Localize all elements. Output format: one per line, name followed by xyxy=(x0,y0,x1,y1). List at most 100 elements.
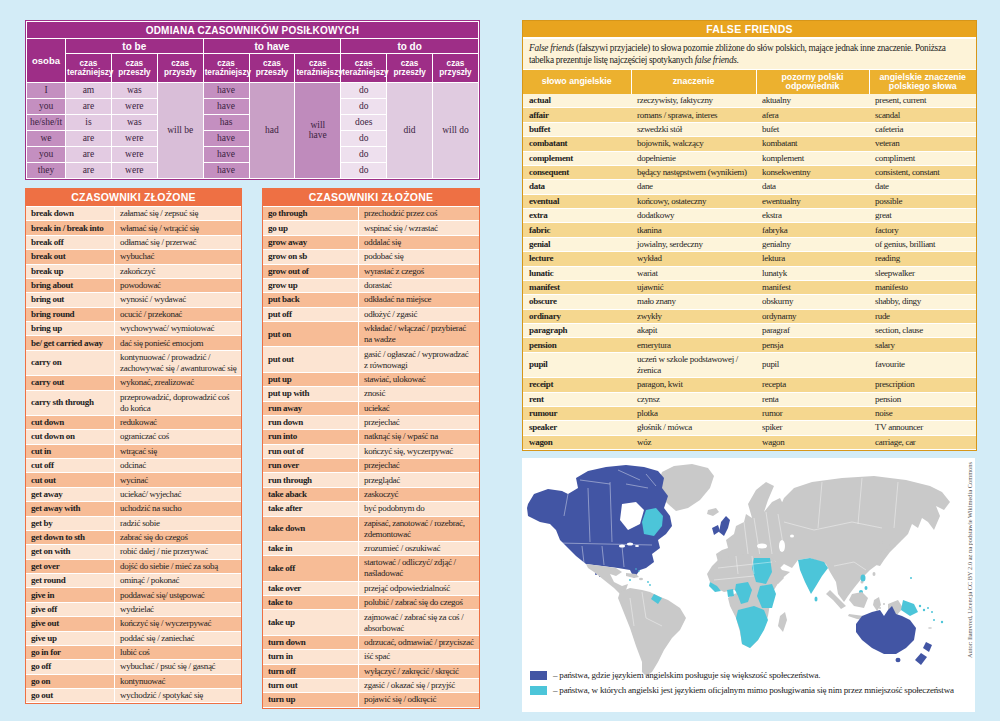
phrasal-verb: run down xyxy=(263,415,359,429)
verb-form-cell: have xyxy=(204,83,249,98)
phrasal-verb: get down to sth xyxy=(26,530,115,544)
ff-word: manifest xyxy=(523,280,631,294)
ff-word: ordinary xyxy=(523,309,631,323)
phrasal-row: run downprzejechać xyxy=(263,415,479,429)
ff-polish-lookalike: ordynarny xyxy=(756,309,869,323)
verb-group-header-to-do: to do xyxy=(341,39,478,53)
phrasal-row: put offodłożyć / zgasić xyxy=(263,307,479,321)
english-world-map-panel: – państwa, gdzie językiem angielskim pos… xyxy=(522,458,975,712)
phrasal-meaning: startować / odliczyć/ zdjąć / naśladować xyxy=(359,556,480,581)
false-friend-row: rentczynszrentapension xyxy=(523,392,976,406)
phrasal-row: put upstawiać, ulokować xyxy=(263,372,479,386)
phrasal-meaning: uciekać/ wyjechać xyxy=(115,487,242,501)
phrasal-verb: bring up xyxy=(26,322,115,336)
ff-polish-lookalike: kombatant xyxy=(756,137,869,151)
ff-meaning: dodatkowy xyxy=(631,209,756,223)
phrasal-meaning: wkładać / włączać / przybierać na wadze xyxy=(359,322,480,347)
verb-form-cell: have xyxy=(204,99,249,114)
ff-word: buffet xyxy=(523,122,631,136)
phrasal-verb: cut down on xyxy=(26,430,115,444)
intro-period: . xyxy=(737,55,739,65)
phrasal-meaning: odłamać się / przerwać xyxy=(115,235,242,249)
phrasal-verb: run out of xyxy=(263,444,359,458)
person-column-header: osoba xyxy=(27,39,65,82)
verb-form-cell: have xyxy=(204,147,249,162)
phrasal-meaning: wybuchać / psuć się / gasnąć xyxy=(115,660,242,674)
phrasal-verb: take down xyxy=(263,516,359,541)
ff-word: consequent xyxy=(523,165,631,179)
phrasal-row: bring outwynosić / wydawać xyxy=(26,293,241,307)
ff-word: obscure xyxy=(523,295,631,309)
phrasal-verb: bring round xyxy=(26,307,115,321)
ff-polish-lookalike: data xyxy=(756,180,869,194)
phrasal-meaning: przejąć odpowiedzialność xyxy=(359,581,480,595)
false-friend-row: pupiluczeń w szkole podstawowej / źrenic… xyxy=(523,352,976,377)
ff-word: complement xyxy=(523,151,631,165)
aux-table-title: ODMIANA CZASOWNIKÓW POSIŁKOWYCH xyxy=(27,22,478,38)
phrasal-row: put onwkładać / włączać / przybierać na … xyxy=(263,322,479,347)
verb-form-cell: will be xyxy=(158,83,203,178)
phrasal-row: give uppoddać się / zaniechać xyxy=(26,631,241,645)
phrasal-meaning: polubić / zabrać się do czegoś xyxy=(359,596,480,610)
false-friend-row: lunaticwariatlunatyksleepwalker xyxy=(523,266,976,280)
ff-polish-lookalike: komplement xyxy=(756,151,869,165)
phrasal-meaning: kontynuować / prowadzić / zachowywać się… xyxy=(115,350,242,375)
phrasal-verb: bring about xyxy=(26,278,115,292)
phrasal-row: take upzajmować / zabrać się za coś / ab… xyxy=(263,610,479,635)
ff-meaning: szwedzki stół xyxy=(631,122,756,136)
ff-english-of-polish: of genius, brilliant xyxy=(869,237,976,251)
ff-meaning: tkanina xyxy=(631,223,756,237)
ff-polish-lookalike: pupil xyxy=(756,352,869,377)
phrasal-meaning: ominąć / pokonać xyxy=(115,574,242,588)
ff-meaning: zwykły xyxy=(631,309,756,323)
phrasal-verb: bring out xyxy=(26,293,115,307)
phrasal-row: break upzakończyć xyxy=(26,264,241,278)
phrasal-verb: put up xyxy=(263,372,359,386)
phrasal-row: go outwychodzić / spotykać się xyxy=(26,689,241,703)
phrasal-meaning: wspinać się / wzrastać xyxy=(359,221,480,235)
false-friend-row: speakergłośnik / mówcaspikerTV announcer xyxy=(523,421,976,435)
ff-column-header: angielskie znaczenie polskiego słowa xyxy=(869,70,976,94)
verb-form-cell: he/she/it xyxy=(27,115,65,130)
phrasal-meaning: przeprowadzić, doprowadzić coś do końca xyxy=(115,390,242,415)
phrasal-row: grow on sbpodobać się xyxy=(263,250,479,264)
phrasal-verb: put on xyxy=(263,322,359,347)
phrasal-verb: turn out xyxy=(263,678,359,692)
verb-form-cell: was xyxy=(112,83,157,98)
ff-word: pupil xyxy=(523,352,631,377)
phrasal-verb: carry on xyxy=(26,350,115,375)
phrasal-meaning: zaskoczyć xyxy=(359,487,480,501)
phrasal-meaning: stawiać, ulokować xyxy=(359,372,480,386)
phrasal-meaning: wyrastać z czegoś xyxy=(359,264,480,278)
phrasal-row: take downzapisać, zanotować / rozebrać, … xyxy=(263,516,479,541)
phrasal-verb: take up xyxy=(263,610,359,635)
phrasal-row: bring roundocucić / przekonać xyxy=(26,307,241,321)
verb-form-cell: do xyxy=(341,147,386,162)
phrasal-row: cut down onograniczać coś xyxy=(26,430,241,444)
phrasal-row: get on withrobić dalej / nie przerywać xyxy=(26,545,241,559)
phrasal-meaning: wynosić / wydawać xyxy=(115,293,242,307)
phrasal-verbs-table-right: CZASOWNIKI ZŁOŻONE go throughprzechodzić… xyxy=(262,188,480,709)
tense-column-header: czas teraźniejszy xyxy=(66,54,111,82)
phrasal-meaning: kończyć się, wyczerpywać xyxy=(359,444,480,458)
ff-english-of-polish: compliment xyxy=(869,151,976,165)
phrasal-meaning: odrzucać, odmawiać / przyciszać xyxy=(359,635,480,649)
ff-meaning: plotka xyxy=(631,406,756,420)
false-friend-row: extradodatkowyekstragreat xyxy=(523,209,976,223)
ff-polish-lookalike: renta xyxy=(756,392,869,406)
false-friend-row: rumourplotkarumornoise xyxy=(523,406,976,420)
phrasal-meaning: lubić coś xyxy=(115,645,242,659)
phrasal-row: run out ofkończyć się, wyczerpywać xyxy=(263,444,479,458)
ff-meaning: dopełnienie xyxy=(631,151,756,165)
ff-english-of-polish: reading xyxy=(869,252,976,266)
aux-row: Iamwaswill behavehadwill havedodidwill d… xyxy=(27,83,478,98)
tense-column-header: czas teraźniejszy xyxy=(341,54,386,82)
phrasal-verb: take off xyxy=(263,556,359,581)
phrasal-verb: take in xyxy=(263,541,359,555)
phrasal-verbs-table-left: CZASOWNIKI ZŁOŻONE break downzałamać się… xyxy=(25,188,242,704)
ff-english-of-polish: rude xyxy=(869,309,976,323)
phrasal-verb: break up xyxy=(26,264,115,278)
false-friend-row: manifestujawnićmanifestmanifesto xyxy=(523,280,976,294)
phrasal-verb: turn in xyxy=(263,650,359,664)
ff-polish-lookalike: ewentualny xyxy=(756,194,869,208)
